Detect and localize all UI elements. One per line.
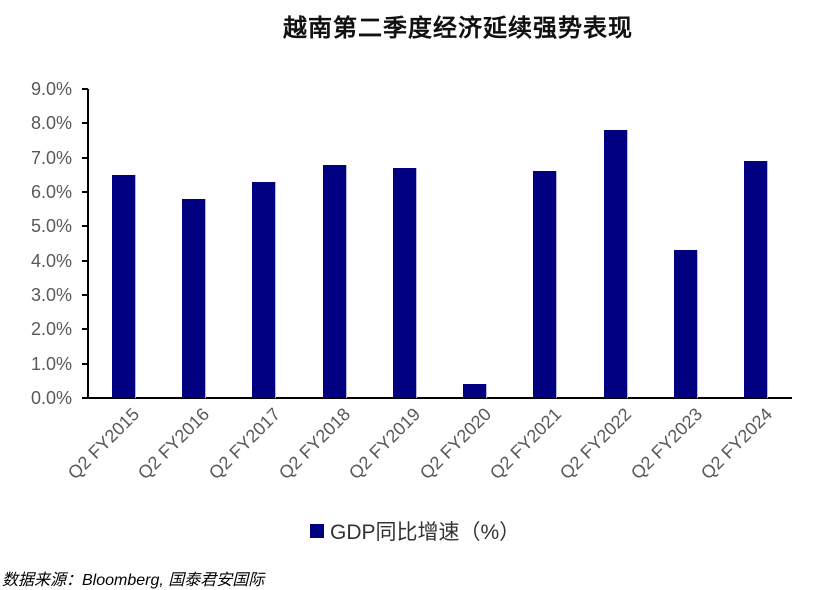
y-axis [87,89,89,399]
bar [674,250,698,398]
y-tick [82,88,88,90]
y-tick-label: 8.0% [30,113,72,134]
y-tick [82,294,88,296]
y-tick [82,362,88,365]
x-tick-label: Q2 FY2016 [134,404,214,484]
y-tick-label: 2.0% [30,319,72,340]
y-tick-label: 7.0% [30,147,72,168]
x-tick-label: Q2 FY2018 [275,404,355,484]
y-tick [82,328,88,331]
x-tick-label: Q2 FY2019 [345,404,425,484]
x-tick-label: Q2 FY2024 [696,404,777,484]
y-tick [82,122,88,125]
y-tick-label: 4.0% [30,250,72,271]
x-tick-label: Q2 FY2020 [415,404,495,484]
x-tick-label: Q2 FY2015 [64,404,144,484]
chart-title: 越南第二季度经济延续强势表现 [283,13,633,42]
x-tick-label: Q2 FY2017 [204,404,284,484]
y-tick [82,191,88,193]
y-tick-label: 6.0% [30,182,72,202]
bar [533,171,557,398]
y-tick-label: 5.0% [30,216,72,237]
x-tick-label: Q2 FY2023 [626,404,706,484]
y-tick [82,225,88,228]
bar [252,181,276,398]
y-tick-label: 0.0% [30,388,72,408]
y-tick [82,259,88,262]
bar [744,161,768,398]
y-tick-label: 9.0% [30,79,72,99]
x-tick-label: Q2 FY2021 [485,404,566,484]
legend-label: GDP同比增速（%） [330,521,521,544]
y-tick [82,397,88,399]
x-axis [87,397,792,399]
y-tick-label: 3.0% [30,285,72,305]
bar [603,130,627,398]
bar [181,198,205,398]
x-tick-label: Q2 FY2022 [556,404,636,484]
bar [322,164,346,398]
source-note: 数据来源：Bloomberg, 国泰君安国际 [2,572,265,589]
y-tick [82,156,88,159]
legend: GDP同比增速（%） [310,516,520,546]
bar [392,167,416,398]
bar [463,384,487,398]
bar [111,174,135,398]
y-tick-label: 1.0% [30,353,72,374]
legend-swatch [310,524,324,538]
